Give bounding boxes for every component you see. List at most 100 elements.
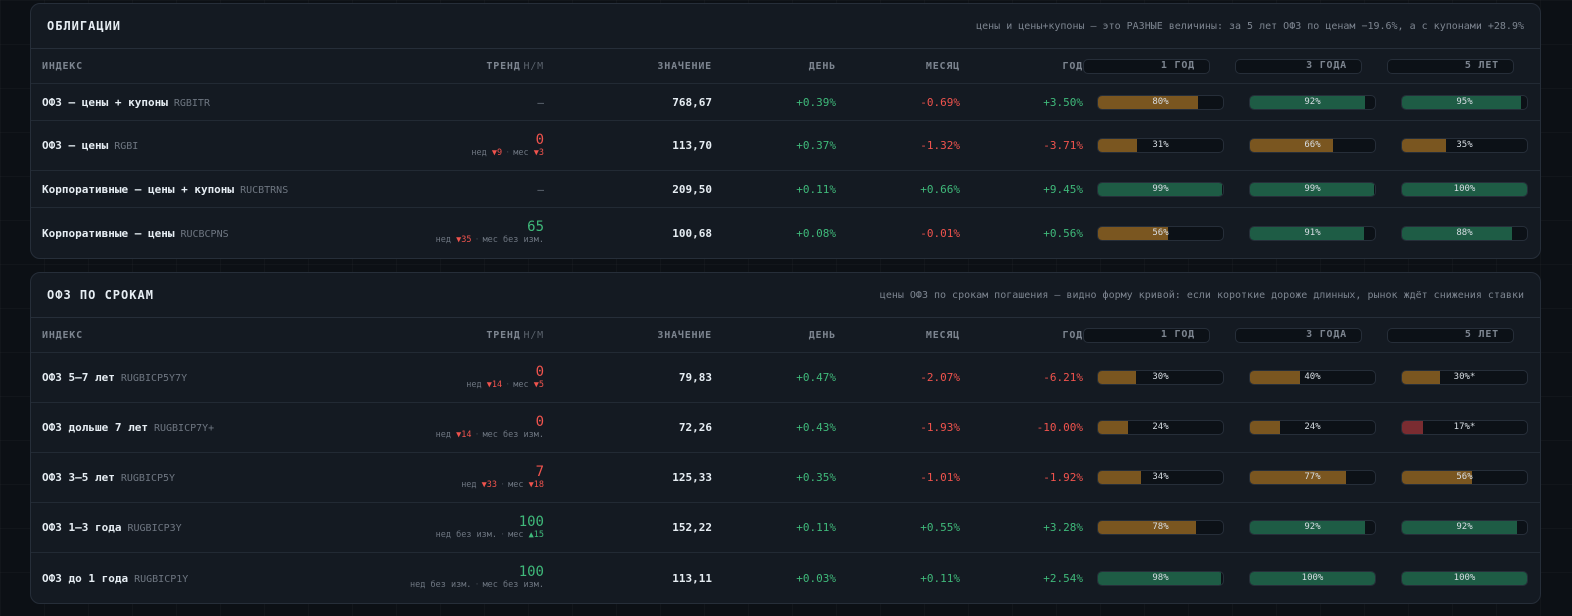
bar-1y: 80% bbox=[1097, 94, 1224, 110]
bar-label: 100% bbox=[1453, 183, 1476, 194]
col-year[interactable]: ГОД bbox=[1062, 329, 1083, 341]
bar-1y-cell: 24% bbox=[1083, 420, 1235, 435]
col-trend[interactable]: ТРЕНД Н/М bbox=[486, 60, 544, 72]
bar-label: 100% bbox=[1301, 572, 1324, 583]
month-change-cell: -2.07% bbox=[920, 371, 960, 384]
table-row[interactable]: ОФЗ до 1 года RUGBICP1Y 100 нед без изм. · ме… bbox=[31, 553, 1540, 603]
col-index[interactable]: ИНДЕКС bbox=[42, 329, 83, 341]
table-row[interactable]: ОФЗ 1–3 года RUGBICP3Y 100 нед без изм. · мес… bbox=[31, 503, 1540, 553]
panel-title: ОБЛИГАЦИИ bbox=[47, 19, 122, 33]
bar-fill bbox=[1250, 471, 1347, 484]
bar-1y-cell: 80% bbox=[1083, 94, 1235, 110]
month-change-cell: -1.93% bbox=[920, 421, 960, 434]
bar-label: 35% bbox=[1456, 140, 1473, 150]
bar-3y-cell: 66% bbox=[1235, 138, 1387, 153]
col-trend[interactable]: ТРЕНД Н/М bbox=[486, 329, 544, 341]
panel-note: цены и цены+купоны — это РАЗНЫЕ величины… bbox=[976, 20, 1524, 32]
index-cell: ОФЗ 5–7 лет RUGBICP5Y7Y bbox=[42, 371, 422, 384]
col-1y[interactable]: 1 ГОД bbox=[1083, 327, 1210, 343]
bar-1y: 78% bbox=[1097, 520, 1224, 535]
col-year[interactable]: ГОД bbox=[1062, 60, 1083, 72]
bar-fill bbox=[1402, 139, 1446, 152]
bar-fill bbox=[1402, 182, 1527, 196]
trend-detail: нед без изм. · мес без изм. bbox=[410, 580, 544, 591]
trend-empty: — bbox=[537, 95, 544, 109]
bar-fill bbox=[1250, 139, 1333, 152]
week-change: ▼14 bbox=[486, 379, 503, 390]
month-label: мес bbox=[513, 379, 529, 390]
table-row[interactable]: Корпоративные — цены RUCBCPNS 65 нед ▼35 · ме… bbox=[31, 208, 1540, 258]
bar-1y-cell: 56% bbox=[1083, 225, 1235, 241]
index-cell: ОФЗ дольше 7 лет RUGBICP7Y+ bbox=[42, 421, 422, 434]
bar-fill bbox=[1250, 371, 1300, 384]
col-5y[interactable]: 5 ЛЕТ bbox=[1387, 58, 1514, 74]
month-change: ▲15 bbox=[528, 529, 544, 540]
index-cell: Корпоративные — цены RUCBCPNS bbox=[42, 227, 422, 240]
week-label: нед bbox=[435, 529, 451, 540]
month-change: ▼3 bbox=[533, 147, 544, 158]
col-value[interactable]: ЗНАЧЕНИЕ bbox=[657, 329, 712, 341]
table-row[interactable]: ОФЗ дольше 7 лет RUGBICP7Y+ 0 нед ▼14 · мес б… bbox=[31, 403, 1540, 453]
bar-5y-cell: 17%* bbox=[1387, 420, 1539, 435]
col-month[interactable]: МЕСЯЦ bbox=[925, 329, 960, 341]
bar-1y-cell: 34% bbox=[1083, 470, 1235, 485]
table-row[interactable]: Корпоративные — цены + купоны RUCBTRNS — 20… bbox=[31, 171, 1540, 208]
trend-cell: 65 нед ▼35 · мес без изм. bbox=[422, 220, 544, 246]
month-change-cell: +0.55% bbox=[920, 521, 960, 534]
separator-dot: · bbox=[505, 379, 511, 390]
month-change-cell: +0.11% bbox=[920, 571, 960, 585]
col-value[interactable]: ЗНАЧЕНИЕ bbox=[657, 60, 712, 72]
bar-5y-cell: 92% bbox=[1387, 520, 1539, 535]
panel-header: ОФЗ ПО СРОКАМ цены ОФЗ по срокам погашен… bbox=[31, 273, 1540, 318]
bar-1y-cell: 98% bbox=[1083, 570, 1235, 586]
bar-label: 24% bbox=[1152, 422, 1169, 432]
bar-5y-cell: 95% bbox=[1387, 94, 1539, 110]
year-change: +0.56% bbox=[1043, 226, 1083, 240]
col-day[interactable]: ДЕНЬ bbox=[808, 329, 836, 341]
col-index[interactable]: ИНДЕКС bbox=[42, 60, 83, 72]
trend-detail: нед ▼14 · мес ▼5 bbox=[466, 380, 544, 391]
col-month[interactable]: МЕСЯЦ bbox=[925, 60, 960, 72]
col-5y[interactable]: 5 ЛЕТ bbox=[1387, 327, 1514, 343]
month-label: мес bbox=[482, 235, 498, 245]
separator-dot: · bbox=[474, 429, 480, 440]
value-cell: 125,33 bbox=[672, 471, 712, 484]
table-row[interactable]: ОФЗ 5–7 лет RUGBICP5Y7Y 0 нед ▼14 · мес ▼5 79,… bbox=[31, 353, 1540, 403]
day-change: +0.37% bbox=[796, 139, 836, 152]
year-change: +9.45% bbox=[1043, 182, 1083, 196]
table-body: ОФЗ — цены + купоны RGBITR — 768,67 +0.39% -0… bbox=[31, 84, 1540, 258]
week-label: нед bbox=[461, 479, 477, 490]
bar-fill bbox=[1402, 471, 1472, 484]
month-change-cell: -0.69% bbox=[920, 95, 960, 109]
col-day[interactable]: ДЕНЬ bbox=[808, 60, 836, 72]
bar-3y-cell: 100% bbox=[1235, 570, 1387, 586]
bonds-panel: ОБЛИГАЦИИ цены и цены+купоны — это РАЗНЫ… bbox=[30, 3, 1541, 259]
col-1y[interactable]: 1 ГОД bbox=[1083, 58, 1210, 74]
index-code: RUGBICP3Y bbox=[127, 523, 182, 534]
table-header: ИНДЕКС ТРЕНД Н/М ЗНАЧЕНИЕ ДЕНЬ МЕСЯЦ ГОД … bbox=[31, 318, 1540, 353]
trend-detail: нед без изм. · мес ▲15 bbox=[436, 530, 544, 541]
table-row[interactable]: ОФЗ — цены RGBI 0 нед ▼9 · мес ▼3 113,70 +0.37%… bbox=[31, 121, 1540, 171]
table-row[interactable]: ОФЗ — цены + купоны RGBITR — 768,67 +0.39% -0… bbox=[31, 84, 1540, 121]
trend-score: 0 bbox=[535, 413, 544, 430]
bar-1y: 34% bbox=[1097, 470, 1224, 485]
trend-detail: нед ▼33 · мес ▼18 bbox=[461, 480, 544, 491]
value-cell: 209,50 bbox=[672, 182, 712, 196]
week-label: нед bbox=[471, 147, 487, 158]
bar-5y: 35% bbox=[1401, 138, 1528, 153]
month-change: ▼5 bbox=[533, 379, 544, 390]
index-name: Корпоративные — цены bbox=[42, 226, 175, 240]
value-cell: 79,83 bbox=[678, 371, 712, 384]
bar-3y-cell: 24% bbox=[1235, 420, 1387, 435]
panel-note: цены ОФЗ по срокам погашения — видно фор… bbox=[879, 289, 1524, 301]
bar-1y-cell: 31% bbox=[1083, 138, 1235, 153]
table-row[interactable]: ОФЗ 3–5 лет RUGBICP5Y 7 нед ▼33 · мес ▼18 125,… bbox=[31, 453, 1540, 503]
col-3y[interactable]: 3 ГОДА bbox=[1235, 327, 1362, 343]
bar-fill bbox=[1250, 571, 1375, 585]
col-3y[interactable]: 3 ГОДА bbox=[1235, 58, 1362, 74]
bar-label: 30%* bbox=[1453, 372, 1476, 382]
bar-1y: 30% bbox=[1097, 370, 1224, 385]
separator-dot: · bbox=[474, 580, 480, 590]
bar-3y: 92% bbox=[1249, 520, 1376, 535]
bar-3y: 24% bbox=[1249, 420, 1376, 435]
